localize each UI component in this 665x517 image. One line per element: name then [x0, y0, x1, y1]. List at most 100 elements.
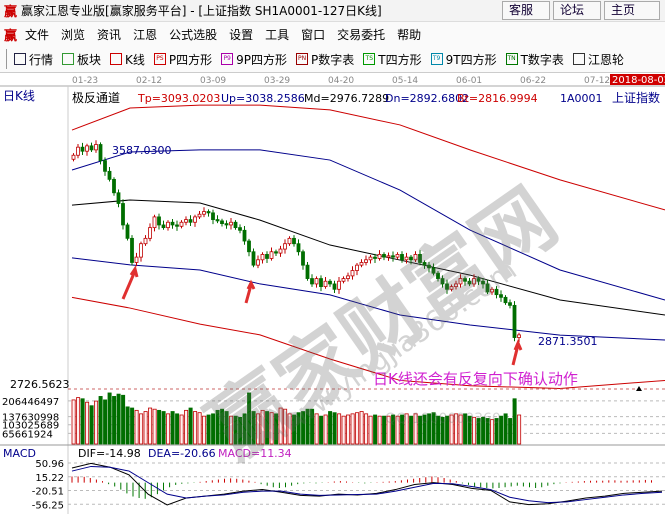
- menu-browse[interactable]: 浏览: [61, 27, 86, 42]
- volume-bar: [368, 415, 373, 445]
- date-tick: 01-23: [72, 76, 98, 86]
- toolbar-9[interactable]: 江恩轮: [572, 51, 624, 68]
- menu-logo: 赢: [4, 28, 18, 44]
- macd-tick: 50.96: [35, 459, 64, 470]
- date-axis: 01-23 02-12 03-09 03-29 04-20 05-14 06-01 06-22…: [72, 76, 610, 86]
- toolbar-2[interactable]: K线: [110, 51, 145, 68]
- title-bar: 赢 赢家江恩专业版[赢家服务平台] - [上证指数 SH1A0001-127日K…: [0, 0, 665, 22]
- volume-bar: [346, 414, 351, 445]
- volume-bar: [292, 414, 297, 445]
- menu-file[interactable]: 文件: [25, 27, 50, 42]
- candle: [494, 286, 499, 299]
- menu-formula[interactable]: 公式选股: [169, 27, 218, 42]
- toolbar-7[interactable]: T9 9T四方形: [430, 51, 497, 68]
- volume-bar: [224, 411, 229, 445]
- candle: [467, 278, 472, 287]
- candles: [71, 140, 521, 343]
- candle: [332, 280, 337, 294]
- toolbar-8[interactable]: TN T数字表: [505, 51, 564, 68]
- candle: [377, 250, 382, 261]
- candle: [386, 252, 391, 261]
- volume-bar: [166, 413, 171, 445]
- candle: [148, 223, 152, 242]
- arrow-2-icon: [244, 279, 256, 304]
- volume-bar: [179, 414, 184, 445]
- chart-area: 01-23 02-12 03-09 03-29 04-20 05-14 06-01 06-22…: [0, 73, 665, 514]
- volume-bar: [251, 411, 256, 445]
- period-label[interactable]: 日K线: [3, 89, 35, 103]
- volume-bar: [409, 415, 414, 445]
- dea-line: [71, 465, 663, 504]
- candle: [472, 274, 476, 287]
- pn-icon: PN: [296, 53, 309, 65]
- volume-bar: [94, 400, 99, 445]
- candle: [125, 222, 130, 241]
- candle: [229, 217, 233, 230]
- toolbar-1[interactable]: 板块: [62, 51, 101, 68]
- band-bottom: [71, 296, 665, 389]
- volume-bar: [242, 413, 247, 445]
- dn-value: Dn=2892.6802: [385, 92, 469, 105]
- macd-tick: 15.22: [35, 473, 64, 484]
- blocks-icon: [62, 53, 75, 65]
- candle: [355, 263, 359, 276]
- toolbar-5[interactable]: PN P数字表: [296, 51, 354, 68]
- toolbar-0[interactable]: 行情: [14, 51, 53, 68]
- stock-name: 上证指数: [612, 90, 660, 105]
- menu-tools[interactable]: 工具: [265, 27, 290, 42]
- menu-trade[interactable]: 交易委托: [337, 27, 386, 42]
- volume-bar: [197, 412, 202, 445]
- toolbar-label: 9T四方形: [445, 52, 497, 67]
- toolbar-4[interactable]: P9 9P四方形: [221, 51, 287, 68]
- menu-window[interactable]: 窗口: [301, 27, 326, 42]
- candle: [116, 189, 121, 208]
- candle: [314, 276, 319, 288]
- candle: [152, 214, 157, 232]
- arrow-3-icon: [511, 339, 523, 366]
- candle: [112, 177, 116, 196]
- service-button[interactable]: 客服: [502, 1, 550, 20]
- date-tick: 06-22: [520, 76, 546, 86]
- volume-bar: [193, 411, 198, 445]
- volume-bar: [310, 408, 315, 445]
- menu-help[interactable]: 帮助: [397, 27, 422, 42]
- candle: [170, 219, 175, 229]
- volume-bar: [107, 392, 112, 445]
- volume-bar: [350, 413, 355, 445]
- volume-bar: [247, 392, 252, 445]
- forum-button[interactable]: 论坛: [553, 1, 601, 20]
- candle: [233, 220, 238, 230]
- candle: [265, 251, 269, 264]
- candle: [85, 143, 89, 156]
- candle: [260, 252, 265, 264]
- menu-gann[interactable]: 江恩: [133, 27, 158, 42]
- candle: [193, 214, 197, 227]
- volume-bar: [80, 398, 85, 445]
- arrow-1-icon: [121, 265, 139, 300]
- candle: [89, 142, 94, 153]
- volume-bar: [431, 412, 436, 445]
- candle: [485, 279, 490, 295]
- candle: [107, 167, 112, 182]
- candle: [359, 259, 364, 268]
- toolbar-3[interactable]: PS P四方形: [153, 51, 212, 68]
- menu-news[interactable]: 资讯: [97, 27, 122, 42]
- up-value: Up=3038.2586: [221, 92, 305, 105]
- price-tick: 2726.5623: [10, 378, 70, 391]
- band-upper: [71, 149, 665, 301]
- candle: [80, 142, 85, 155]
- volume-tick: 206446497: [2, 397, 59, 408]
- candle: [242, 226, 247, 245]
- home-button[interactable]: 主页: [604, 1, 660, 20]
- volume-bar: [148, 407, 153, 445]
- menu-settings[interactable]: 设置: [229, 27, 254, 42]
- candle: [179, 220, 184, 229]
- candle: [463, 276, 467, 286]
- toolbar-6[interactable]: TS T四方形: [363, 51, 422, 68]
- toolbar-label: K线: [125, 52, 145, 67]
- volume-bar: [422, 414, 427, 445]
- candle: [175, 220, 179, 231]
- candle: [224, 220, 229, 229]
- candle: [161, 220, 166, 230]
- toolbar: 行情 板块 K线 PS P四方形 P9 9P四方形 PN P数字表 TS T四方形 T9 9T四方形 TN…: [0, 46, 665, 73]
